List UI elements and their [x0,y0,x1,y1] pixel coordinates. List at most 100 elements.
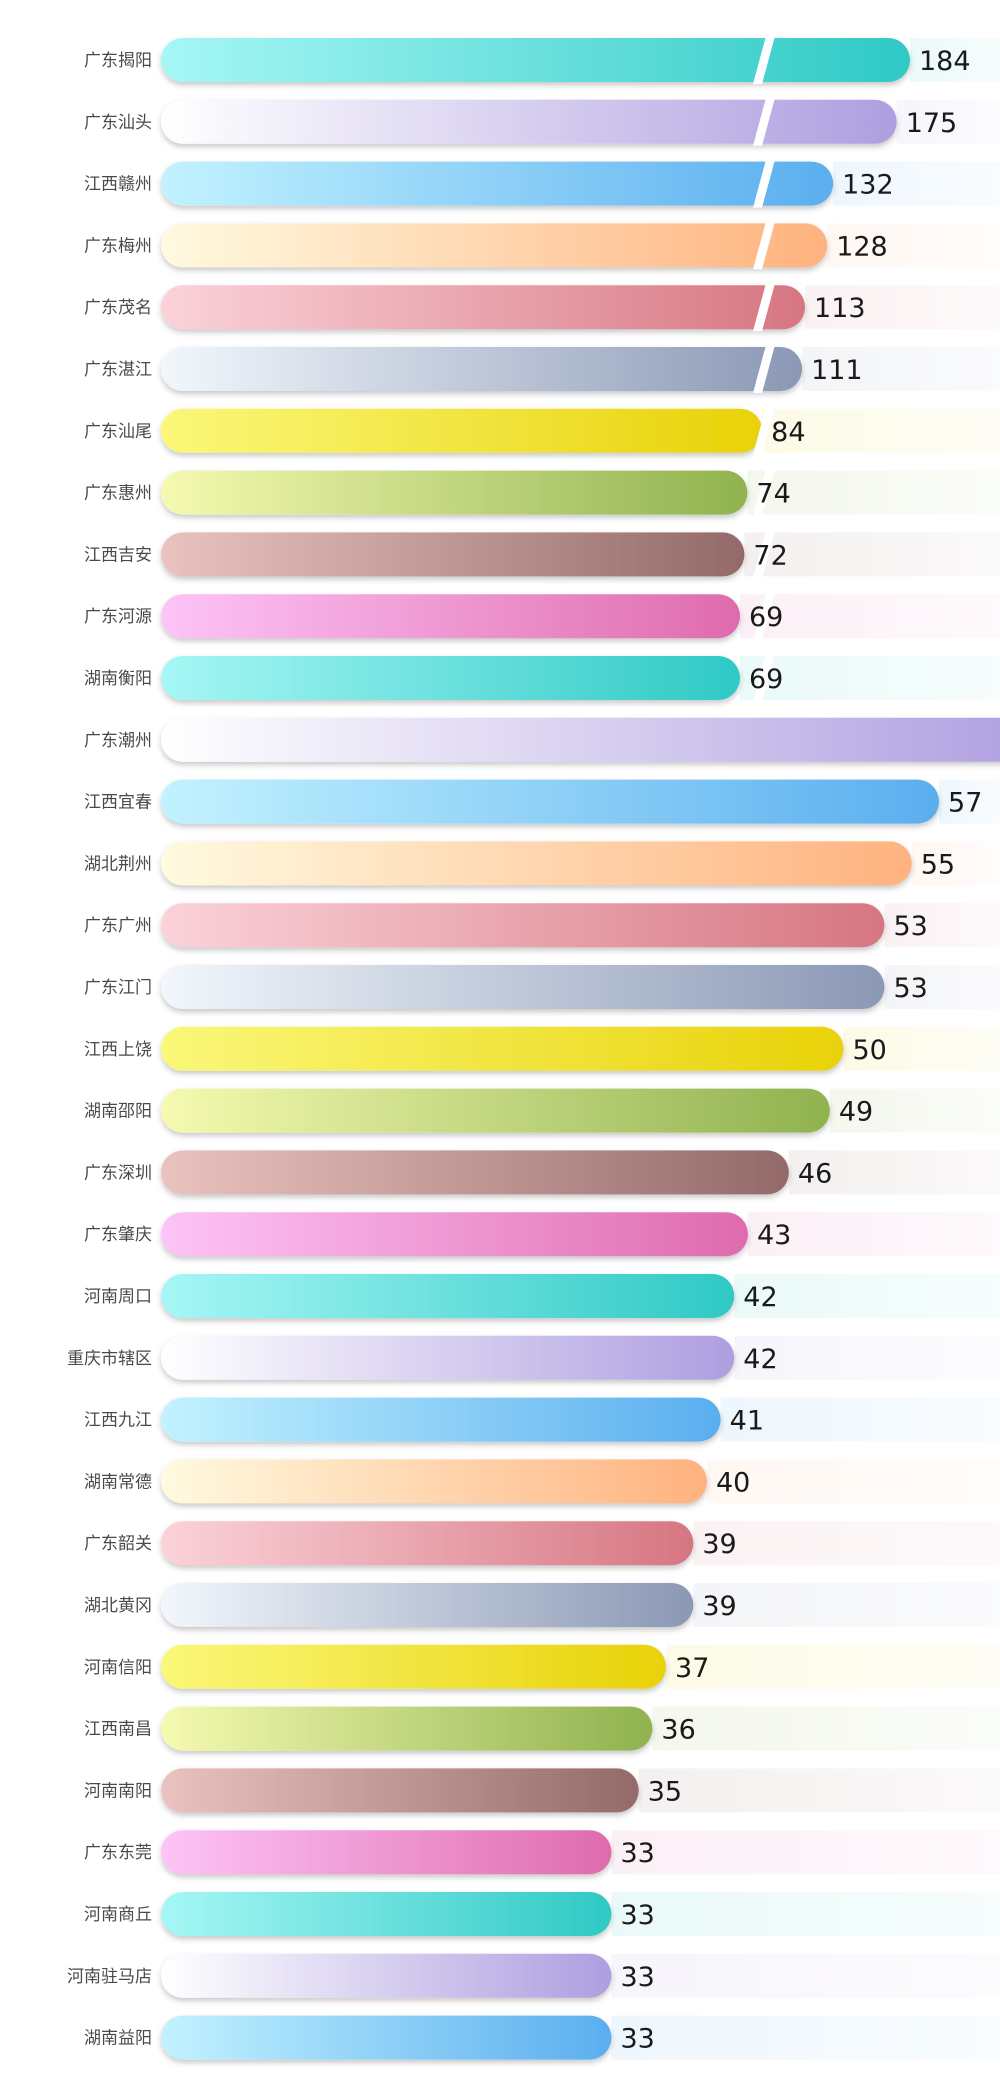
bar [161,1830,612,1875]
bar [161,38,910,82]
bar [161,470,748,515]
value-label: 49 [839,1097,873,1128]
row-background [611,2015,1000,2060]
row-background [734,1335,1000,1380]
axis-break-mark [753,406,775,455]
row-background [829,1088,1000,1133]
value-label: 33 [620,1900,654,1931]
axis-break-mark [753,592,775,641]
category-label: 广东深圳 [84,1163,152,1183]
value-label: 132 [842,170,894,201]
row-background [652,1706,1000,1751]
value-label: 53 [893,973,927,1004]
value-label: 42 [743,1344,777,1375]
bar [161,1644,667,1689]
category-labels: 广东揭阳广东汕头江西赣州广东梅州广东茂名广东湛江广东汕尾广东惠州江西吉安广东河源… [67,51,152,2049]
row-background [611,1892,1000,1936]
value-label: 74 [756,479,790,510]
bar [161,1335,735,1380]
axis-break-mark [753,97,775,146]
value-label: 39 [702,1529,736,1560]
row-background [693,1583,1000,1627]
bar [161,1706,653,1751]
value-label: 84 [771,417,805,448]
row-background [693,1521,1000,1566]
category-label: 湖南衡阳 [84,669,152,689]
row-background [611,1830,1000,1875]
row-background [740,594,1000,639]
axis-break-mark [753,36,775,84]
category-label: 广东肇庆 [84,1225,152,1245]
value-labels: 1841751321281131118474726969655755535350… [620,46,982,2055]
value-label: 33 [620,1962,654,1993]
value-label: 35 [648,1776,682,1807]
axis-break-mark [753,283,775,332]
row-background [911,841,1000,886]
category-label: 广东湛江 [84,360,152,380]
row-background [827,223,1000,268]
value-label: 43 [757,1220,791,1251]
row-background [884,903,1000,948]
row-background [884,965,1000,1009]
category-label: 河南周口 [84,1287,152,1307]
row-background [707,1459,1000,1504]
value-label: 46 [798,1158,832,1189]
bar [161,1274,735,1318]
bar [161,1768,639,1813]
bar [161,408,763,453]
bar [161,1892,612,1936]
row-background [762,408,1000,453]
value-label: 41 [730,1406,764,1437]
axis-break-mark [753,345,775,393]
bar [161,161,834,206]
row-background [744,532,1000,577]
value-label: 50 [853,1035,887,1066]
value-label: 128 [836,231,888,262]
bar [161,1212,748,1257]
value-label: 40 [716,1467,750,1498]
category-label: 湖北黄冈 [84,1596,152,1616]
row-background [802,347,1000,391]
value-label: 33 [620,1838,654,1869]
category-label: 河南驻马店 [67,1967,152,1987]
bar [161,99,897,144]
row-background [734,1274,1000,1318]
bar [161,594,740,639]
category-label: 湖南常德 [84,1472,152,1492]
row-background [720,1397,1000,1442]
bar [161,1150,789,1195]
category-label: 广东河源 [84,607,152,627]
row-background [611,1953,1000,1998]
row-background [747,470,1000,515]
bar [161,717,1000,762]
row-background [747,1212,1000,1257]
category-label: 广东潮州 [84,731,152,751]
category-label: 河南商丘 [84,1905,152,1925]
row-backgrounds [611,38,1000,2060]
bar [161,223,828,268]
category-label: 江西赣州 [84,175,152,195]
bar [161,841,912,886]
category-label: 广东惠州 [84,484,152,504]
row-background [788,1150,1000,1195]
category-label: 河南信阳 [84,1658,152,1678]
category-label: 江西吉安 [84,545,152,565]
bar [161,2015,612,2060]
row-background [843,1026,1000,1071]
category-label: 重庆市辖区 [67,1349,152,1369]
axis-break-mark [753,530,775,579]
value-label: 113 [814,293,866,324]
category-label: 湖南益阳 [84,2029,152,2049]
bar [161,347,803,391]
bar [161,1953,612,1998]
category-label: 广东江门 [84,978,152,998]
row-background [638,1768,1000,1813]
bar [161,532,745,577]
category-label: 广东韶关 [84,1534,152,1554]
category-label: 广东汕头 [84,113,152,133]
value-label: 37 [675,1653,709,1684]
axis-break-mark [753,159,775,208]
category-label: 江西上饶 [84,1040,152,1060]
row-background [805,285,1000,330]
